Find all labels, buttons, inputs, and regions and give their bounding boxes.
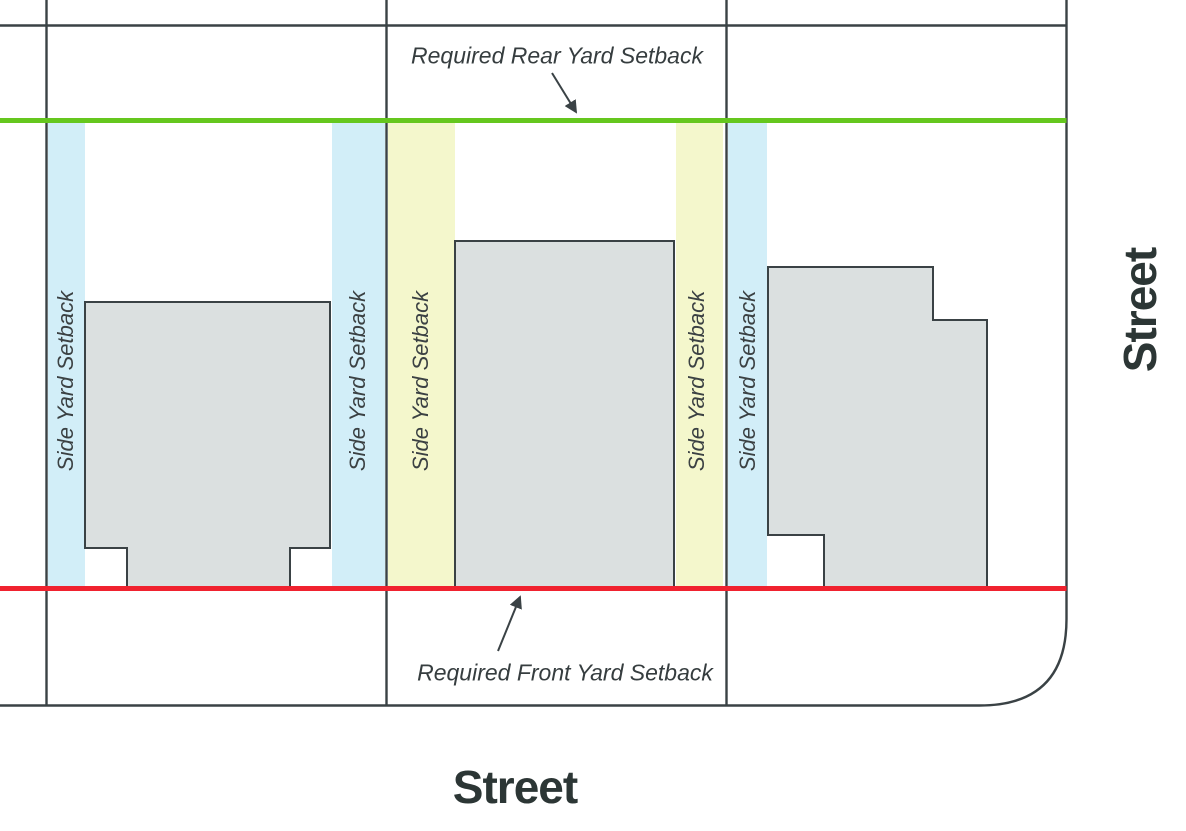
side-yard-label-4: Side Yard Setback [684,290,709,472]
front-setback-arrow [497,595,522,652]
building-footprint-right [767,266,988,589]
street-label-bottom: Street [452,761,578,813]
building-footprint-middle [454,240,675,589]
rear-setback-arrow [551,72,578,114]
side-yard-label-3: Side Yard Setback [408,290,433,472]
rear-setback-label: Required Rear Yard Setback [411,42,703,69]
side-yard-label-5: Side Yard Setback [735,290,760,472]
block-boundary [0,0,1068,707]
building-footprint-left [84,301,331,589]
street-label-right: Street [1114,247,1166,373]
front-setback-label: Required Front Yard Setback [417,659,713,686]
side-yard-label-2: Side Yard Setback [345,290,370,472]
side-yard-label-1: Side Yard Setback [53,290,78,472]
